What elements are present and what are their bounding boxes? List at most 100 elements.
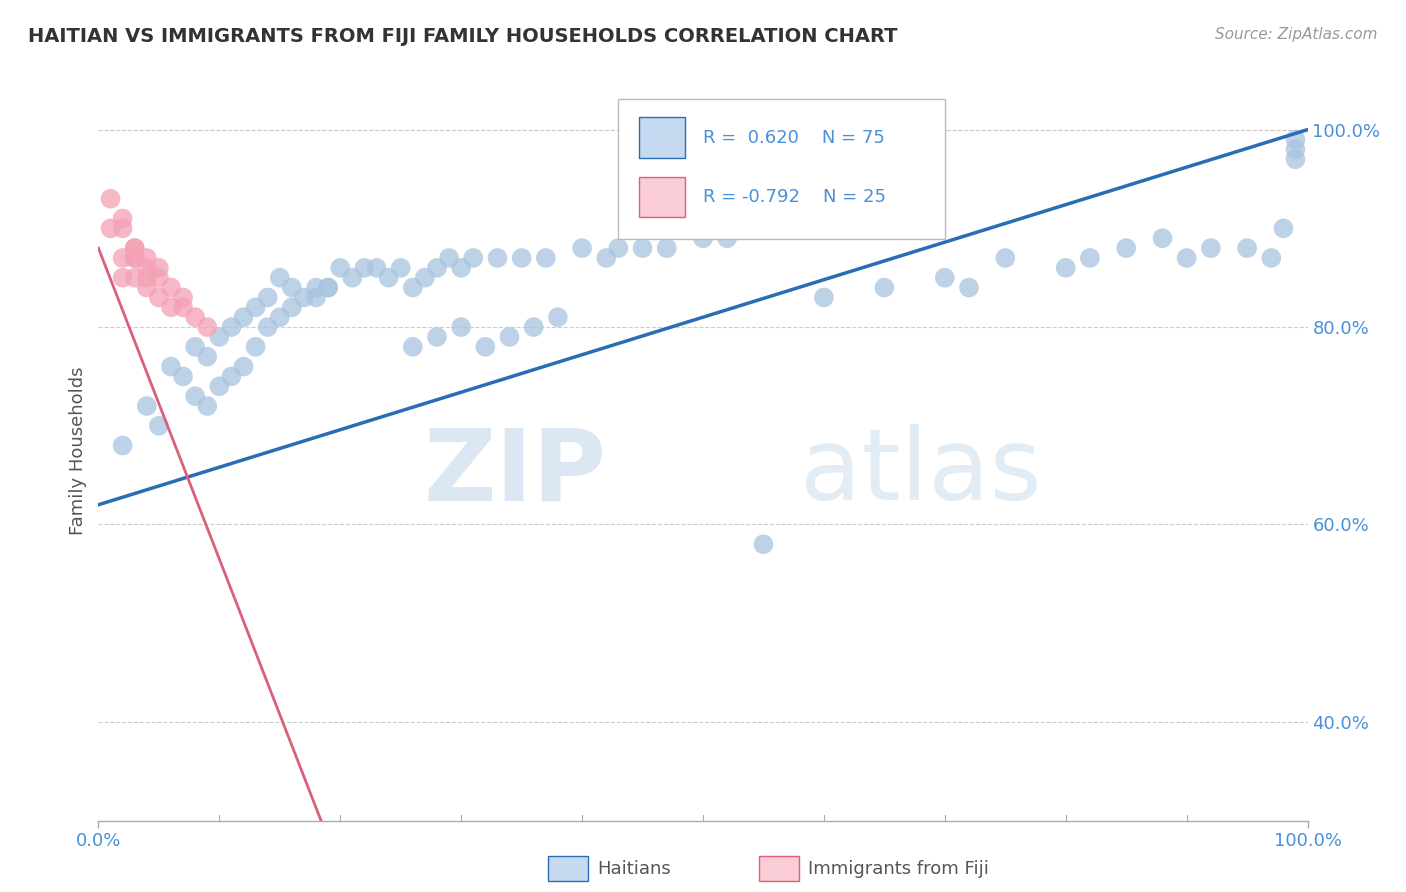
Point bbox=[450, 260, 472, 275]
Point bbox=[184, 340, 207, 354]
Text: ZIP: ZIP bbox=[423, 425, 606, 521]
Text: R = -0.792    N = 25: R = -0.792 N = 25 bbox=[703, 188, 886, 206]
Point bbox=[135, 260, 157, 275]
Point bbox=[329, 260, 352, 275]
Text: R =  0.620    N = 75: R = 0.620 N = 75 bbox=[703, 129, 884, 147]
Bar bbox=[638, 177, 685, 218]
Point bbox=[269, 270, 291, 285]
Point bbox=[281, 853, 304, 867]
Point bbox=[873, 280, 896, 294]
Point bbox=[100, 221, 122, 235]
Point bbox=[1236, 241, 1258, 255]
Point bbox=[281, 301, 304, 315]
Point bbox=[232, 310, 254, 325]
Point bbox=[111, 251, 134, 265]
Point bbox=[692, 231, 714, 245]
Point bbox=[402, 340, 425, 354]
Point bbox=[111, 438, 134, 452]
Point bbox=[100, 192, 122, 206]
Text: HAITIAN VS IMMIGRANTS FROM FIJI FAMILY HOUSEHOLDS CORRELATION CHART: HAITIAN VS IMMIGRANTS FROM FIJI FAMILY H… bbox=[28, 27, 897, 45]
Point bbox=[221, 369, 243, 384]
Point bbox=[111, 270, 134, 285]
Point bbox=[463, 251, 485, 265]
Point bbox=[595, 251, 617, 265]
Point bbox=[232, 359, 254, 374]
Point bbox=[389, 260, 412, 275]
Point bbox=[486, 251, 509, 265]
Point bbox=[1115, 241, 1137, 255]
Point bbox=[316, 280, 339, 294]
Point bbox=[426, 260, 449, 275]
Point bbox=[994, 251, 1017, 265]
Point bbox=[256, 320, 278, 334]
Point bbox=[160, 280, 183, 294]
Point bbox=[148, 290, 170, 304]
Point bbox=[221, 320, 243, 334]
Point bbox=[426, 330, 449, 344]
Point bbox=[450, 320, 472, 334]
Point bbox=[366, 260, 388, 275]
Point bbox=[160, 359, 183, 374]
Point bbox=[184, 389, 207, 403]
Point bbox=[934, 270, 956, 285]
Point bbox=[256, 290, 278, 304]
Y-axis label: Family Households: Family Households bbox=[69, 367, 87, 534]
Text: atlas: atlas bbox=[800, 425, 1042, 521]
Point bbox=[1152, 231, 1174, 245]
Point bbox=[245, 340, 267, 354]
Point bbox=[124, 241, 146, 255]
Point bbox=[474, 340, 496, 354]
Point bbox=[1054, 260, 1077, 275]
Point bbox=[195, 350, 218, 364]
Point bbox=[135, 270, 157, 285]
Bar bbox=[638, 117, 685, 158]
Point bbox=[195, 399, 218, 413]
Point bbox=[957, 280, 980, 294]
Point bbox=[111, 211, 134, 226]
Point bbox=[111, 221, 134, 235]
Point bbox=[135, 399, 157, 413]
Point bbox=[716, 231, 738, 245]
Point bbox=[245, 301, 267, 315]
Point bbox=[135, 251, 157, 265]
Point bbox=[195, 320, 218, 334]
Point bbox=[813, 290, 835, 304]
Point bbox=[124, 251, 146, 265]
Point bbox=[1284, 142, 1306, 156]
Point bbox=[752, 537, 775, 551]
Point bbox=[342, 270, 364, 285]
Point bbox=[437, 251, 460, 265]
Point bbox=[402, 280, 425, 294]
Point bbox=[305, 290, 328, 304]
Point bbox=[305, 280, 328, 294]
Point bbox=[124, 241, 146, 255]
Point bbox=[1078, 251, 1101, 265]
Point bbox=[377, 270, 399, 285]
Point bbox=[135, 280, 157, 294]
Point bbox=[607, 241, 630, 255]
Point bbox=[523, 320, 546, 334]
Point bbox=[1175, 251, 1198, 265]
Point bbox=[184, 310, 207, 325]
Point bbox=[208, 330, 231, 344]
Point bbox=[269, 310, 291, 325]
Point bbox=[1284, 153, 1306, 167]
Point bbox=[148, 260, 170, 275]
Point bbox=[413, 270, 436, 285]
Point bbox=[124, 270, 146, 285]
Point bbox=[655, 241, 678, 255]
Point bbox=[1272, 221, 1295, 235]
Point bbox=[124, 251, 146, 265]
Point bbox=[547, 310, 569, 325]
Text: Source: ZipAtlas.com: Source: ZipAtlas.com bbox=[1215, 27, 1378, 42]
Point bbox=[571, 241, 593, 255]
Point bbox=[353, 260, 375, 275]
Point bbox=[172, 301, 194, 315]
Point bbox=[1284, 132, 1306, 146]
Text: Immigrants from Fiji: Immigrants from Fiji bbox=[808, 860, 990, 878]
Point bbox=[631, 241, 654, 255]
Point bbox=[1260, 251, 1282, 265]
Point bbox=[292, 290, 315, 304]
Point bbox=[316, 280, 339, 294]
Point bbox=[534, 251, 557, 265]
